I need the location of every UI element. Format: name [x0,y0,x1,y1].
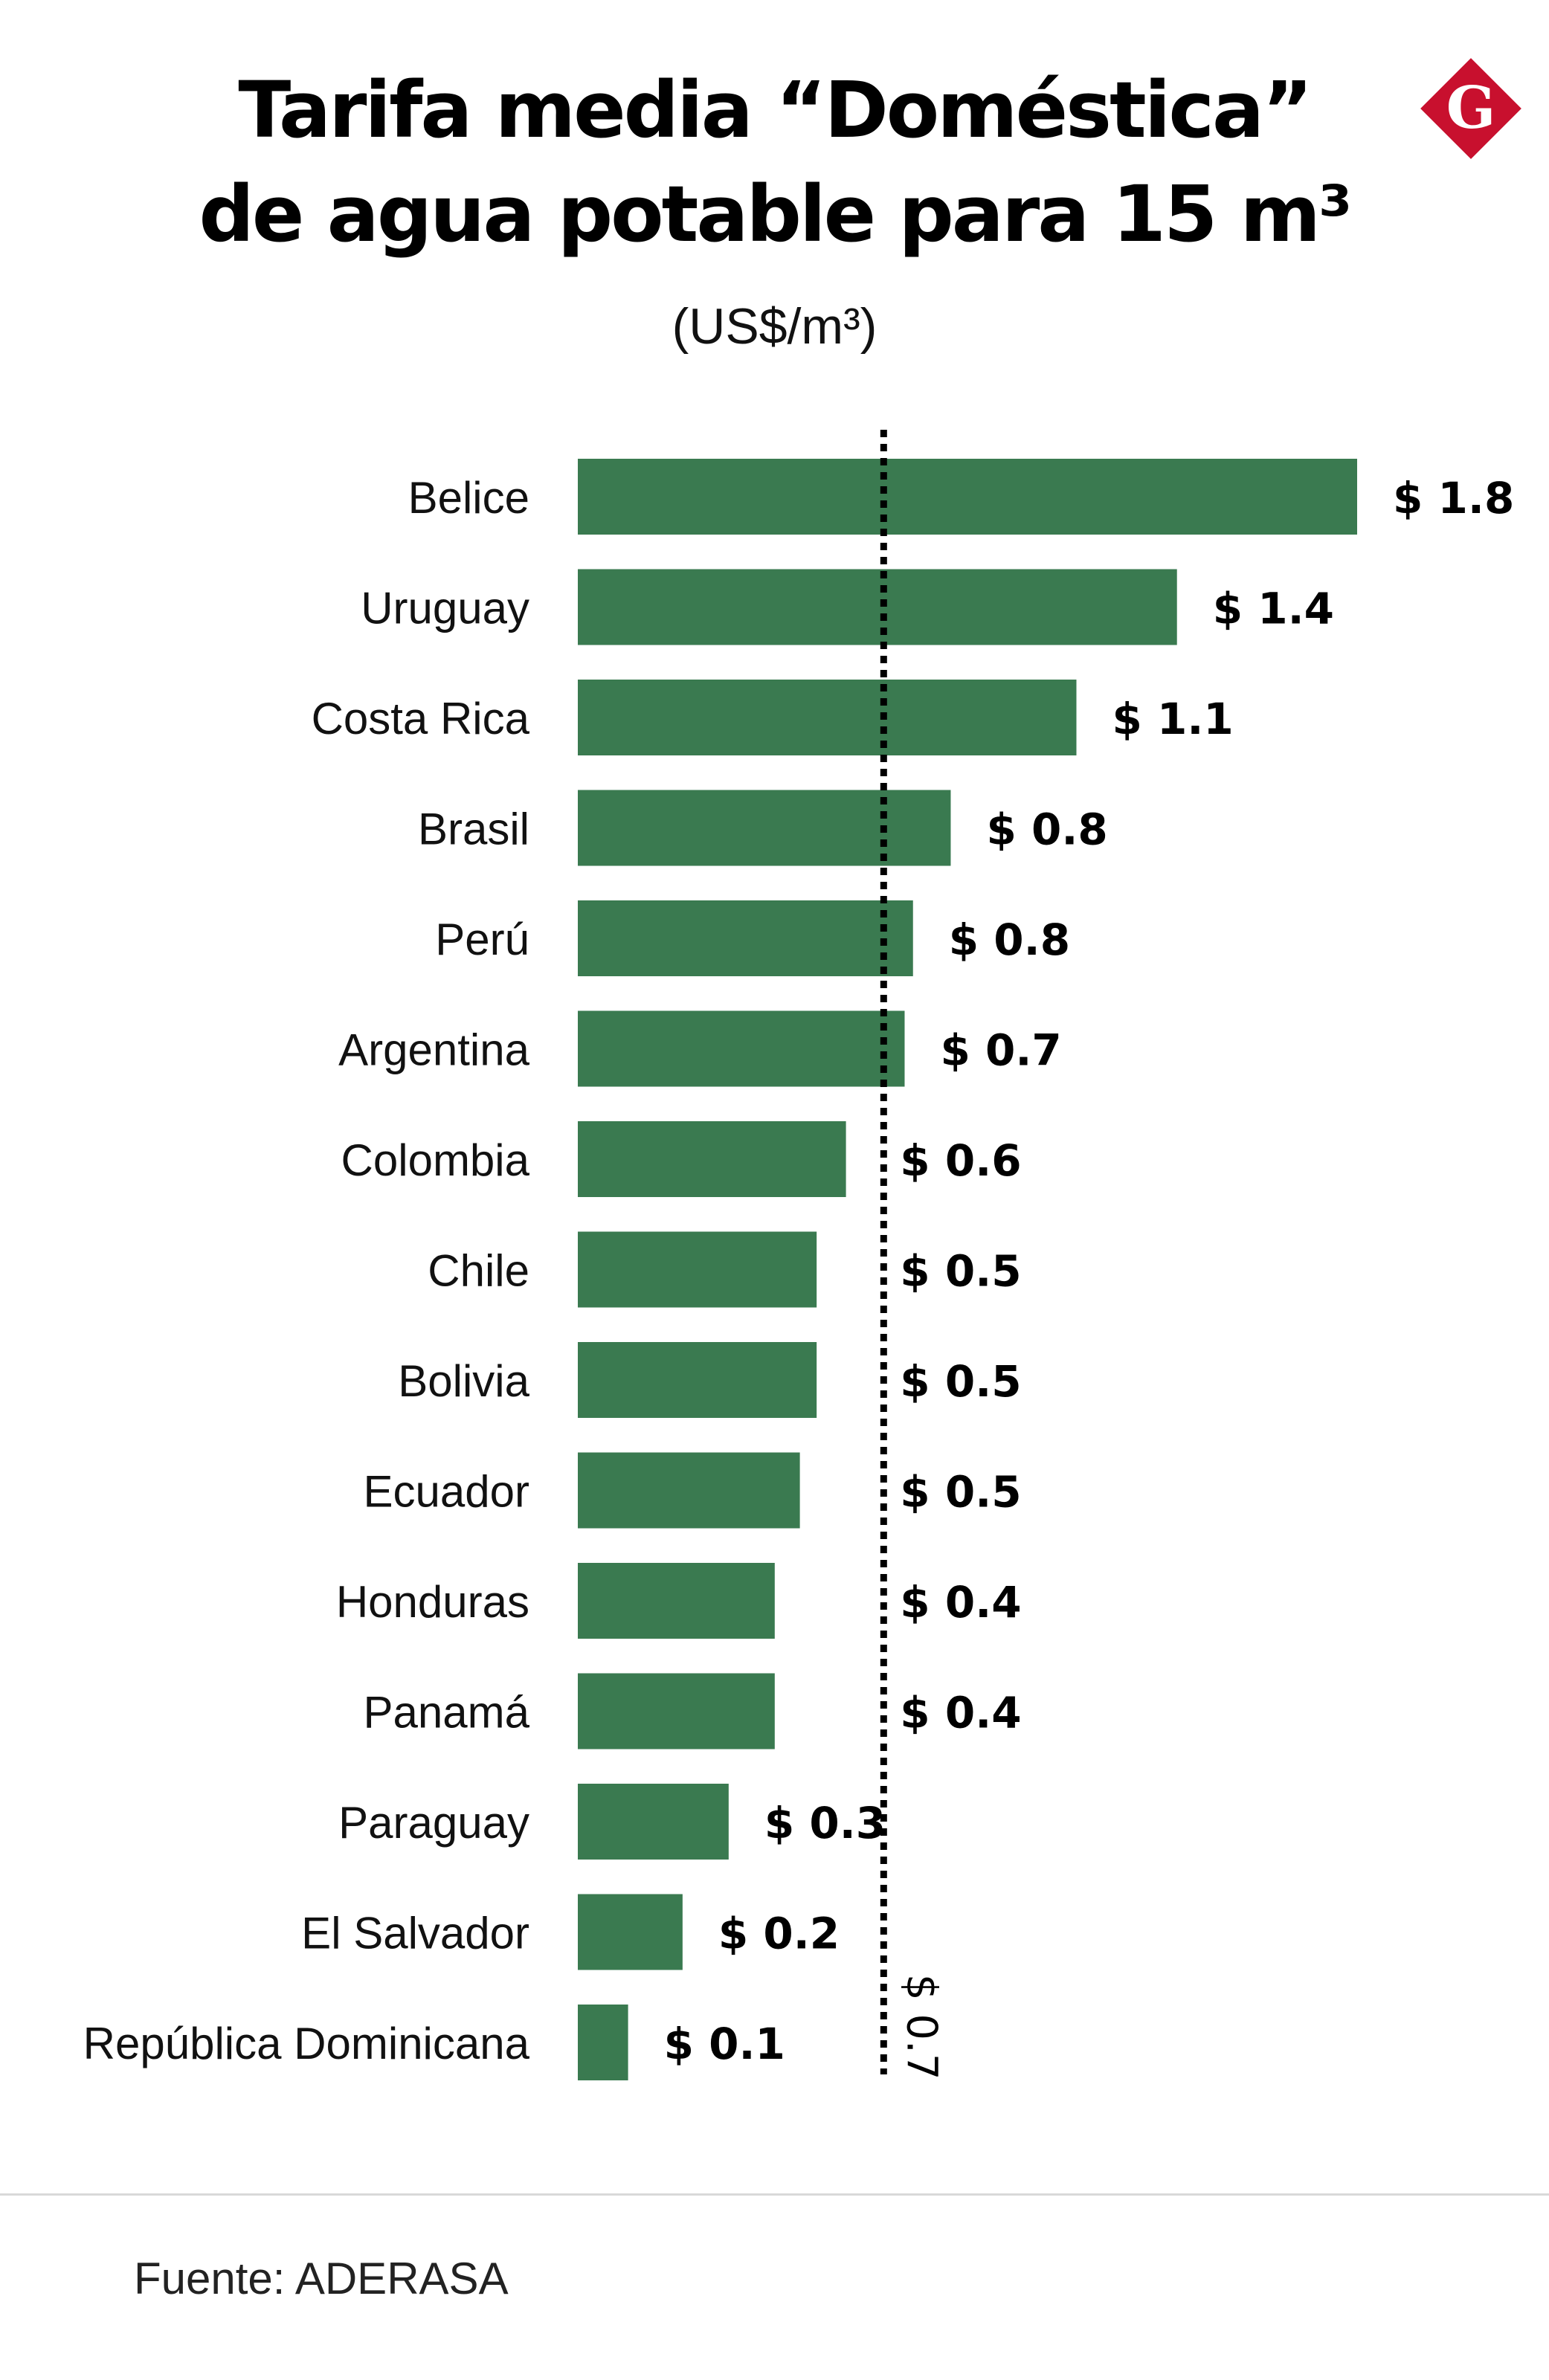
bar [578,680,1077,755]
bar [578,790,951,866]
bar [578,1342,817,1418]
bar [578,1452,800,1529]
category-label: Chile [428,1246,529,1296]
title-line-1: Tarifa media “Doméstica” [238,65,1313,155]
category-label: Ecuador [364,1467,529,1517]
chart-title: Tarifa media “Doméstica” de agua potable… [0,58,1549,266]
category-label: Argentina [338,1025,529,1075]
category-label: Perú [435,915,529,964]
footer-divider [0,2193,1549,2196]
bar [578,1894,683,1970]
brand-logo-icon: G [1420,58,1521,159]
category-label: Paraguay [338,1798,529,1848]
value-label: $ 0.6 [900,1135,1021,1186]
category-label: República Dominicana [83,2019,530,2068]
value-label: $ 1.8 [1393,473,1514,523]
bar [578,1231,817,1308]
category-label: Panamá [364,1688,530,1738]
title-line-2: de agua potable para 15 m³ [199,169,1352,259]
category-label: Honduras [336,1577,529,1627]
bar [578,1673,775,1749]
value-label: $ 0.5 [900,1356,1021,1407]
category-label: Belice [408,473,529,523]
value-label: $ 0.3 [764,1798,886,1848]
bar [578,1010,905,1087]
logo-letter: G [1446,74,1496,142]
category-label: Colombia [341,1135,530,1185]
value-label: $ 0.5 [900,1246,1021,1297]
bar [578,900,913,976]
bar [578,1563,775,1639]
value-label: $ 0.4 [900,1577,1021,1628]
chart-unit-subtitle: (US$/m³) [672,298,877,355]
value-label: $ 0.7 [940,1025,1061,1076]
source-note: Fuente: ADERASA [134,2254,509,2303]
value-label: $ 0.1 [664,2019,785,2069]
bar [578,459,1357,535]
category-label: Brasil [418,804,529,854]
value-label: $ 0.8 [986,804,1107,855]
category-label: Costa Rica [312,694,530,744]
value-label: $ 1.1 [1112,694,1233,744]
bar [578,569,1177,645]
bar [578,2005,628,2080]
bar [578,1784,729,1860]
category-label: Bolivia [398,1356,529,1406]
value-label: $ 1.4 [1213,584,1334,634]
value-label: $ 0.2 [718,1909,840,1959]
bar [578,1121,846,1197]
value-label: $ 0.8 [949,915,1070,965]
value-label: $ 0.4 [900,1688,1021,1738]
value-label: $ 0.5 [900,1467,1021,1518]
category-label: Uruguay [361,584,529,633]
category-label: El Salvador [301,1909,529,1958]
reference-line-label: $ 0.7 [897,1974,945,2080]
